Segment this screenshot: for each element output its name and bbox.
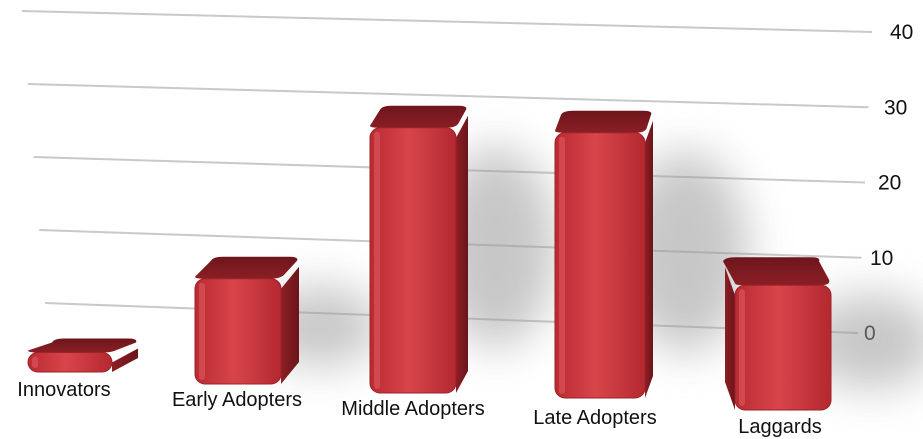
- category-label-3: Late Adopters: [533, 407, 656, 429]
- bar-top-0: [28, 338, 137, 353]
- y-tick-label-40: 40: [890, 21, 913, 44]
- gridline-30: [27, 83, 869, 109]
- bar-highlight-0: [32, 356, 38, 368]
- bar-side-1: [281, 266, 299, 384]
- bar-front-3: [554, 132, 646, 399]
- bar-highlight-1: [199, 282, 205, 380]
- bar-top-3: [555, 110, 652, 133]
- bar-middle-adopters: [369, 105, 468, 394]
- bar-front-2: [369, 127, 457, 394]
- bar-front-0: [27, 352, 113, 373]
- bar-innovators: [27, 338, 138, 373]
- category-label-0: Innovators: [17, 379, 110, 401]
- category-labels: Innovators Early Adopters Middle Adopters L…: [17, 379, 821, 438]
- category-label-2: Middle Adopters: [341, 398, 484, 420]
- bar-side-4: [725, 267, 735, 410]
- bar-shadow-3: [622, 151, 748, 353]
- bar-laggards: [723, 257, 832, 411]
- bar-top-1: [195, 256, 298, 279]
- bar-highlight-3: [559, 136, 565, 395]
- bar-side-0: [112, 348, 138, 372]
- bar-top-4: [723, 257, 830, 286]
- bar-highlight-4: [739, 289, 745, 406]
- bar-front-1: [194, 278, 282, 385]
- y-tick-label-30: 30: [884, 96, 907, 119]
- bar-late-adopters: [554, 110, 653, 399]
- bar-highlight-2: [374, 131, 380, 390]
- category-label-1: Early Adopters: [172, 389, 302, 411]
- bar-shadow-4: [803, 293, 923, 389]
- bar-side-3: [645, 120, 653, 399]
- bar-side-2: [456, 115, 468, 394]
- gridline-40: [21, 10, 873, 33]
- bar-top-2: [370, 105, 467, 128]
- y-tick-label-20: 20: [878, 172, 901, 195]
- bar-early-adopters: [194, 256, 299, 385]
- bars: [27, 105, 832, 411]
- category-label-4: Laggards: [738, 416, 821, 438]
- y-tick-label-10: 10: [870, 247, 893, 270]
- bar-front-4: [734, 284, 832, 411]
